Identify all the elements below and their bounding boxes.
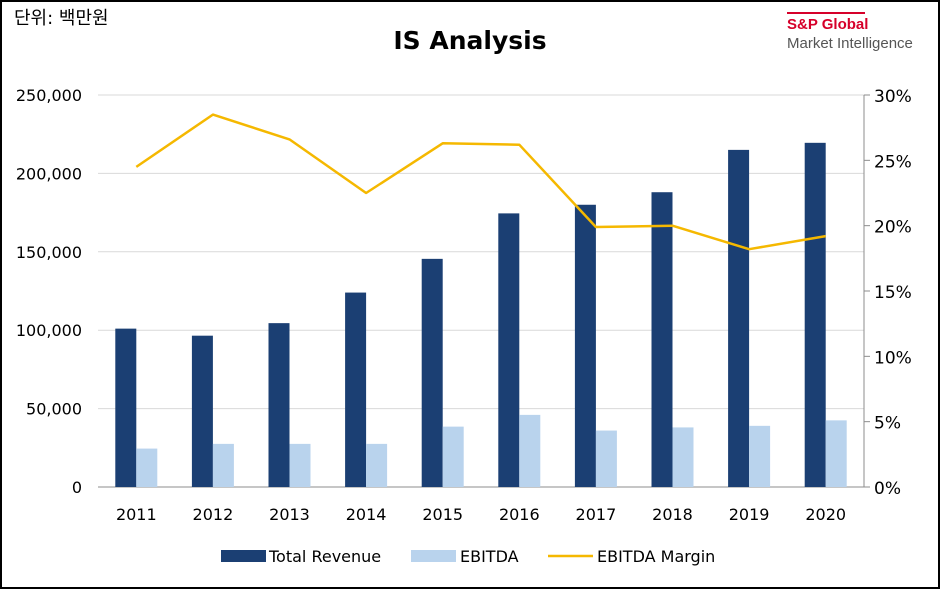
bar-total-revenue — [421, 258, 443, 487]
y-right-tick-label: 25% — [874, 152, 912, 172]
chart-title: IS Analysis — [393, 26, 547, 55]
bar-total-revenue — [345, 292, 367, 487]
bar-ebitda — [442, 426, 464, 487]
x-tick-label: 2019 — [729, 505, 770, 524]
y-right-tick-label: 15% — [874, 283, 912, 303]
y-right-tick-label: 5% — [874, 414, 901, 434]
legend-swatch-ebitda — [411, 550, 456, 562]
unit-label: 단위: 백만원 — [14, 8, 109, 29]
x-tick-label: 2013 — [269, 505, 310, 524]
bar-ebitda — [519, 414, 541, 487]
x-tick-label: 2016 — [499, 505, 540, 524]
brand-subtitle: Market Intelligence — [787, 35, 913, 52]
bar-ebitda — [672, 427, 694, 487]
legend-label-ebitda: EBITDA — [460, 547, 519, 566]
y-left-tick-label: 200,000 — [16, 164, 82, 183]
x-tick-label: 2015 — [422, 505, 463, 524]
brand-accent-line — [787, 12, 865, 14]
y-right-tick-label: 0% — [874, 479, 901, 499]
x-tick-label: 2017 — [576, 505, 617, 524]
bar-ebitda — [749, 425, 771, 487]
bar-total-revenue — [728, 149, 750, 487]
bar-total-revenue — [115, 328, 137, 487]
legend-label-ebitda-margin: EBITDA Margin — [597, 547, 715, 566]
bar-total-revenue — [651, 192, 673, 487]
bar-ebitda — [825, 420, 847, 487]
brand-logo: S&P Global Market Intelligence — [787, 12, 913, 51]
y-left-tick-label: 100,000 — [16, 321, 82, 340]
line-ebitda-margin — [135, 113, 826, 251]
bar-ebitda — [289, 443, 311, 487]
bar-total-revenue — [191, 335, 213, 487]
x-tick-label: 2011 — [116, 505, 157, 524]
bar-total-revenue — [574, 204, 596, 487]
bar-total-revenue — [268, 323, 290, 487]
bar-total-revenue — [804, 142, 826, 487]
y-left-tick-label: 0 — [72, 478, 82, 497]
bar-total-revenue — [498, 213, 520, 487]
y-left-tick-label: 150,000 — [16, 243, 82, 262]
brand-name: S&P Global — [787, 16, 869, 33]
y-right-tick-label: 20% — [874, 218, 912, 238]
y-right-tick-label: 10% — [874, 348, 912, 368]
bar-ebitda — [212, 443, 234, 487]
bar-ebitda — [366, 443, 388, 487]
bar-ebitda — [595, 430, 617, 487]
x-tick-label: 2012 — [193, 505, 234, 524]
legend-swatch-total-revenue — [221, 550, 266, 562]
x-tick-label: 2014 — [346, 505, 387, 524]
x-tick-label: 2020 — [805, 505, 846, 524]
bar-ebitda — [136, 448, 158, 487]
y-left-tick-label: 250,000 — [16, 86, 82, 105]
y-right-tick-label: 30% — [874, 87, 912, 107]
legend-label-total-revenue: Total Revenue — [268, 547, 381, 566]
x-tick-label: 2018 — [652, 505, 693, 524]
y-left-tick-label: 50,000 — [26, 400, 82, 419]
